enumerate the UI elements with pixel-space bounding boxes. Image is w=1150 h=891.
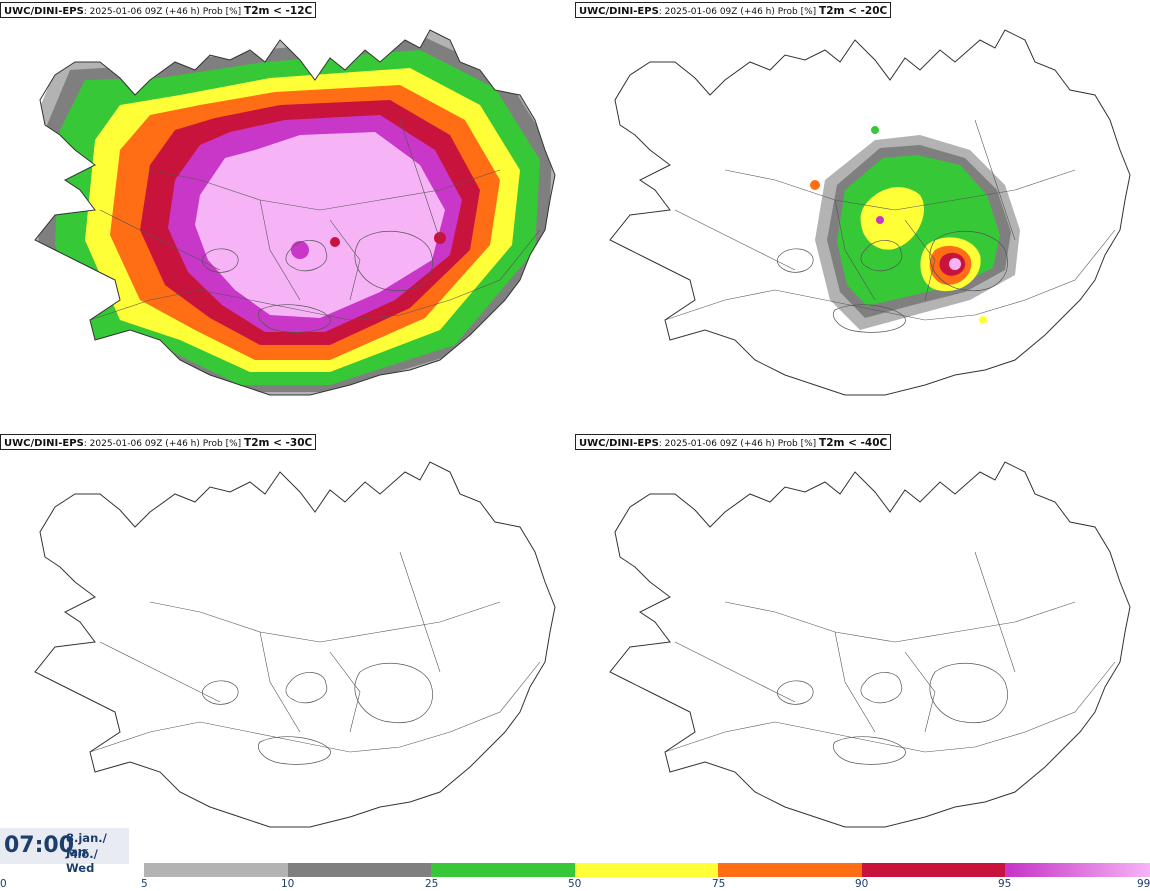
map-panel-t2m-below-minus40: UWC/DINI-EPS: 2025-01-06 09Z (+46 h) Pro… [575,432,1150,864]
colorbar-segment-90-95 [862,863,1005,877]
colorbar-tick: 10 [281,878,295,890]
probability-map [609,461,1131,828]
colorbar-segment-50-75 [575,863,718,877]
probability-map [609,29,1131,396]
colorbar-segment-99-100 [1010,863,1150,877]
probability-colorbar [144,863,1150,877]
glacier-outlines [776,662,1009,765]
valid-time-box: 07:00 8.jan./ Jan Mið./ Wed [0,828,129,875]
valid-day-label: Mið./ Wed [66,847,98,875]
colorbar-tick: 95 [998,878,1012,890]
prob-band-99 [195,132,445,318]
panel-title: UWC/DINI-EPS: 2025-01-06 09Z (+46 h) Pro… [575,2,892,18]
colorbar-tick: 50 [568,878,582,890]
valid-time-clock: 07:00 [4,833,75,858]
road-network [89,551,541,753]
prob-band-99 [949,258,961,270]
colorbar-tick: 75 [712,878,726,890]
colorbar-segment-75-90 [718,863,862,877]
map-panel-t2m-below-minus30: UWC/DINI-EPS: 2025-01-06 09Z (+46 h) Pro… [0,432,575,864]
probability-map [34,29,556,396]
colorbar-segment-25-50 [431,863,575,877]
probability-map [34,461,556,828]
panel-title: UWC/DINI-EPS: 2025-01-06 09Z (+46 h) Pro… [0,434,317,450]
colorbar-tick: 25 [425,878,439,890]
road-network [664,551,1116,753]
colorbar-tick: 5 [141,878,148,890]
panel-title: UWC/DINI-EPS: 2025-01-06 09Z (+46 h) Pro… [575,434,892,450]
coastline [609,461,1131,828]
map-panel-t2m-below-minus20: UWC/DINI-EPS: 2025-01-06 09Z (+46 h) Pro… [575,0,1150,432]
colorbar-segment-10-25 [288,863,431,877]
colorbar-tick: 90 [855,878,869,890]
map-panel-t2m-below-minus12: UWC/DINI-EPS: 2025-01-06 09Z (+46 h) Pro… [0,0,575,432]
prob-band-50 [860,187,924,250]
colorbar-tick: 99 [1137,878,1150,890]
valid-date-label: 8.jan./ Jan [66,831,107,859]
panel-title: UWC/DINI-EPS: 2025-01-06 09Z (+46 h) Pro… [0,2,317,18]
glacier-outlines [201,662,434,765]
colorbar-segment-5-10 [144,863,288,877]
coastline [34,461,556,828]
colorbar-tick: 0 [0,878,7,890]
